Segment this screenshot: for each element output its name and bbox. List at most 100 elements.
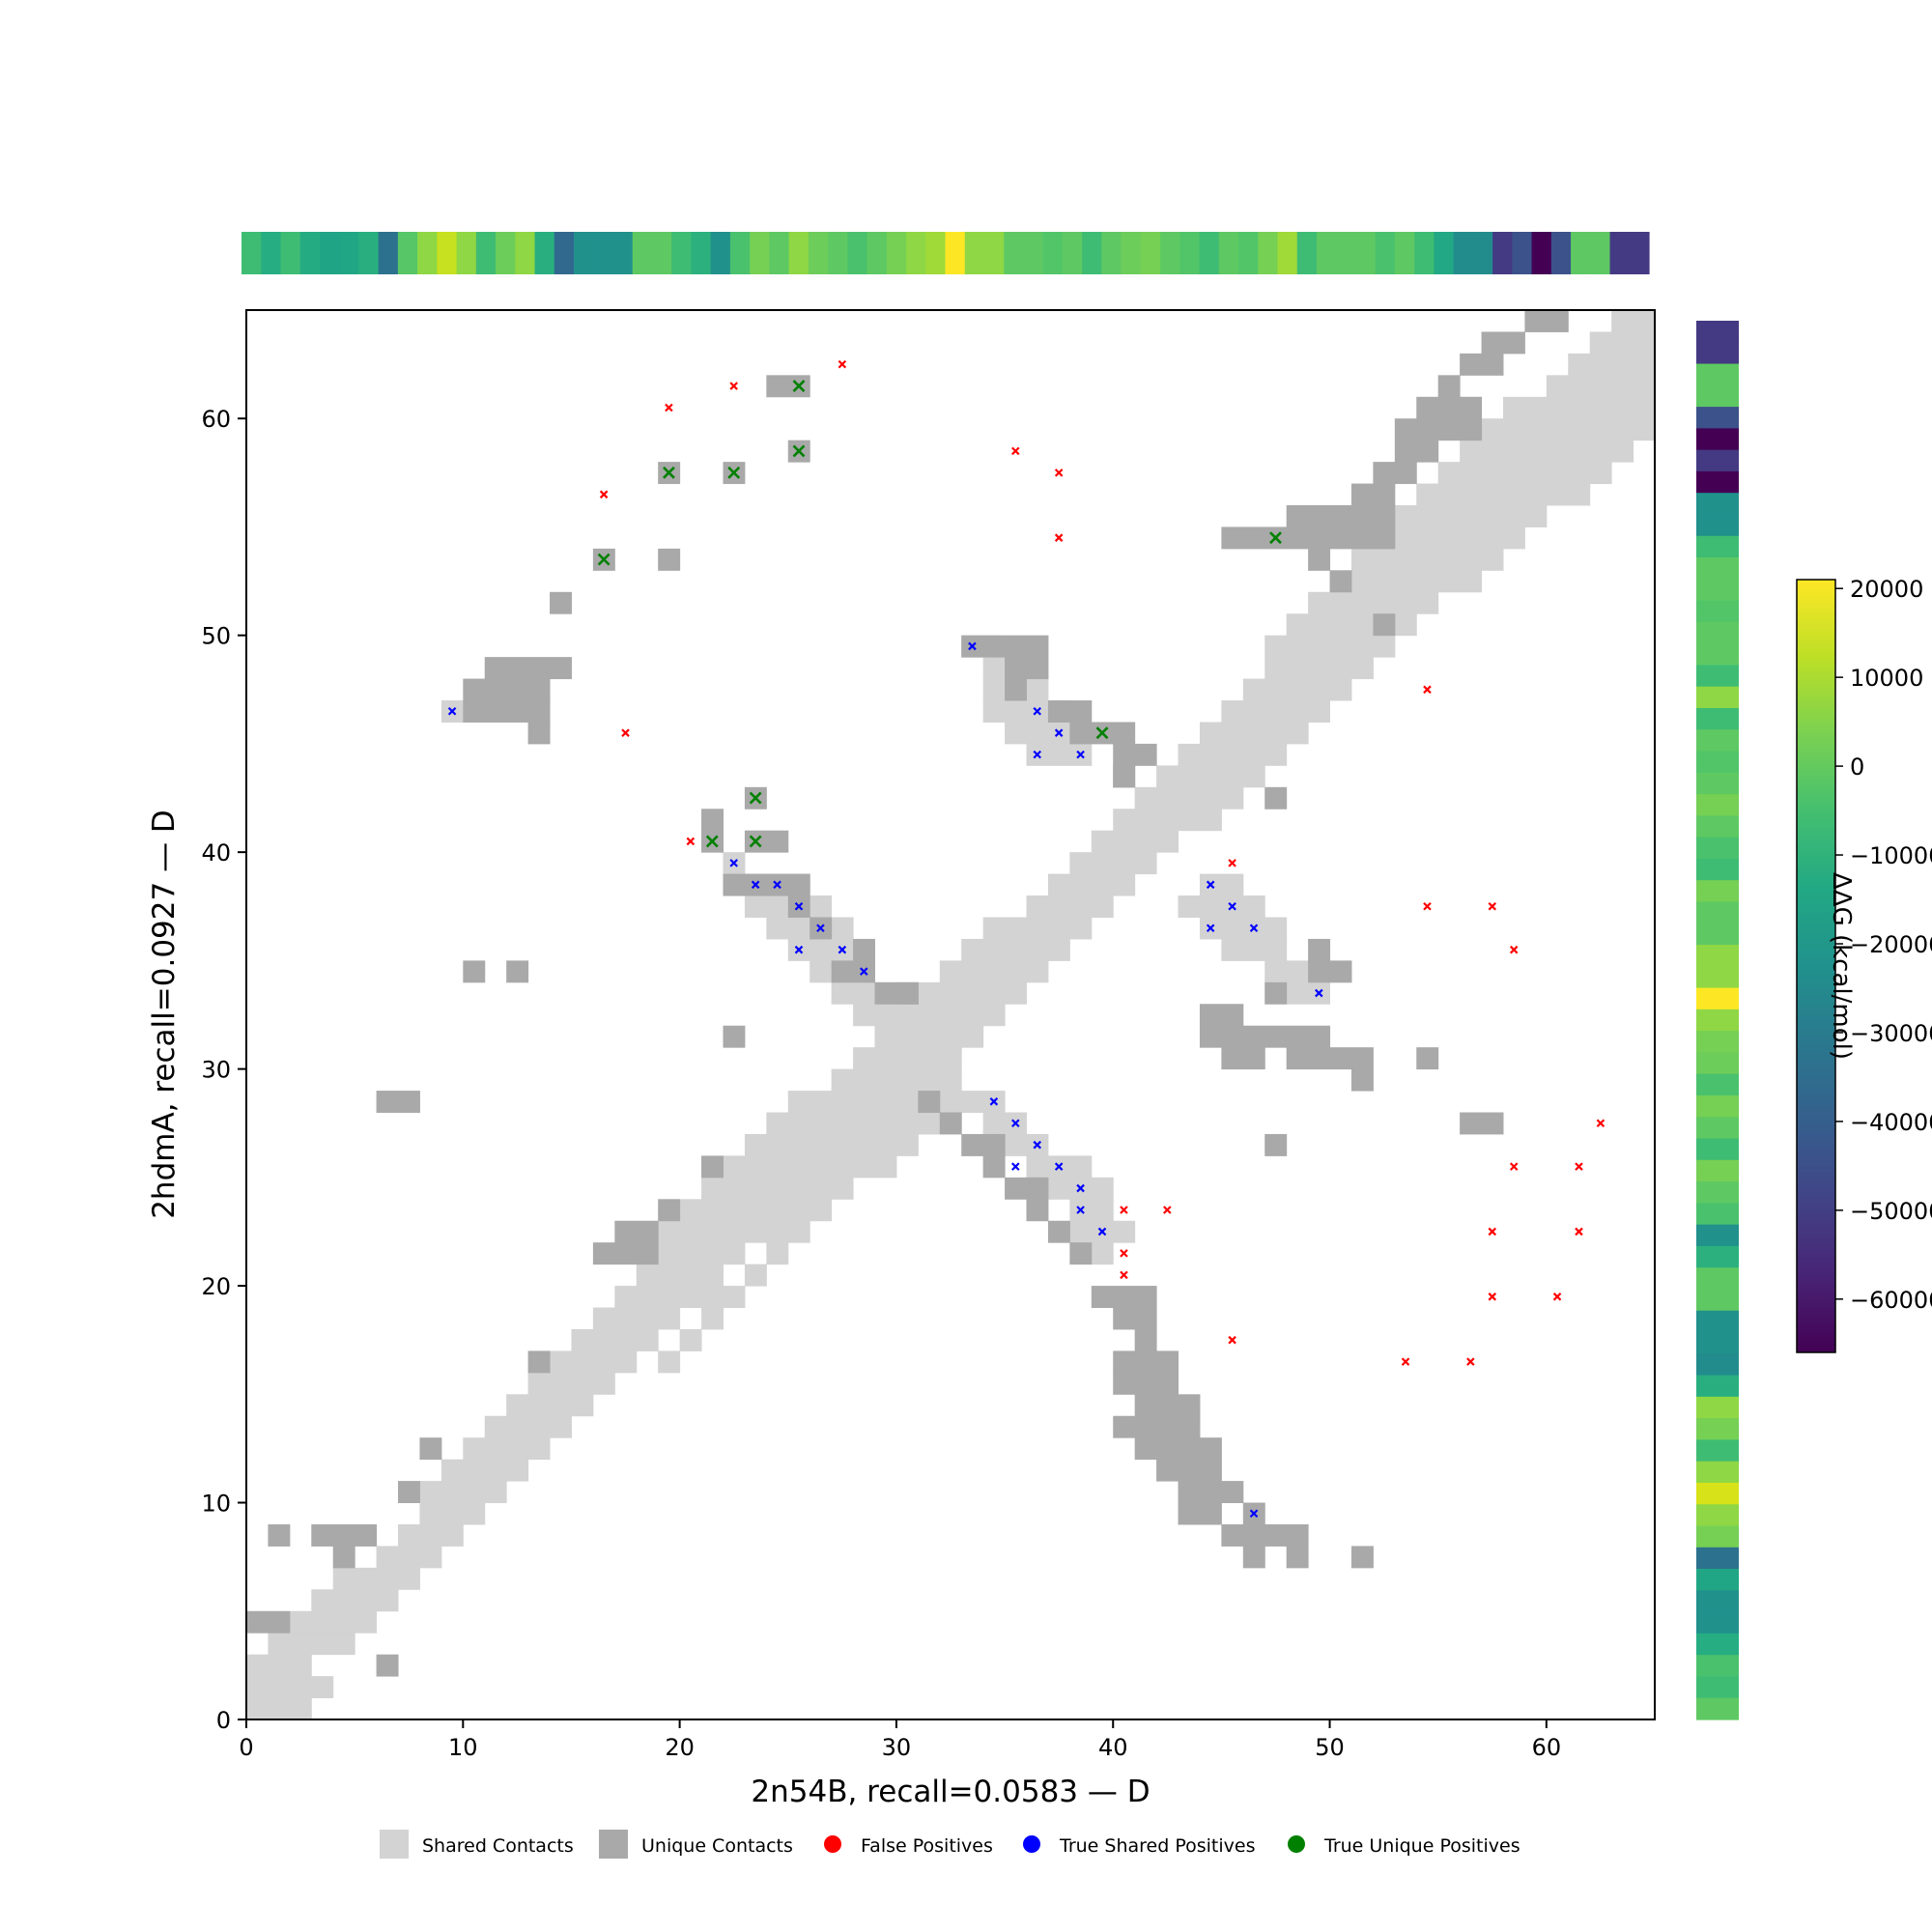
true-shared-positive-marker — [729, 859, 738, 867]
legend-true-unique-dot — [1288, 1835, 1305, 1853]
shared-contact-cell — [1178, 743, 1288, 766]
top-track-cell — [339, 232, 360, 274]
y-tick-label: 50 — [201, 623, 231, 650]
side-track-cell — [1696, 729, 1739, 753]
unique-contact-cell — [1437, 375, 1461, 398]
top-track-cell — [1062, 232, 1083, 274]
unique-contact-cell — [1416, 1047, 1439, 1070]
legend-true-shared-dot — [1023, 1835, 1040, 1853]
unique-contact-cell — [376, 1654, 399, 1677]
side-track-cell — [1696, 1267, 1739, 1291]
x-tick-label: 30 — [882, 1734, 912, 1761]
top-track-cell — [1218, 232, 1239, 274]
shared-contact-cell — [1611, 310, 1655, 332]
shared-contact-cell — [874, 1025, 897, 1048]
unique-contact-cell — [1199, 1004, 1244, 1027]
shared-contact-cell — [636, 1242, 746, 1265]
side-track-cell — [1696, 966, 1739, 989]
shared-contact-cell — [1329, 570, 1483, 593]
unique-contact-cell — [1350, 483, 1396, 506]
true-shared-positive-marker — [1033, 750, 1041, 759]
unique-contact-cell — [1460, 1112, 1504, 1135]
shared-contact-cell — [289, 1610, 378, 1634]
true-shared-positive-marker — [447, 706, 457, 716]
shared-contact-cell — [1460, 440, 1634, 463]
true-shared-positive-marker — [968, 641, 977, 651]
side-track-cell — [1696, 470, 1739, 494]
shared-contact-cell — [810, 1199, 833, 1222]
true-shared-positive-marker — [1206, 923, 1215, 932]
unique-contact-cell — [246, 1610, 291, 1634]
legend: Shared Contacts Unique Contacts False Po… — [380, 1830, 1520, 1859]
unique-contact-cell — [1373, 613, 1396, 637]
side-track-cell — [1696, 363, 1739, 386]
unique-contact-cell — [398, 1481, 420, 1504]
unique-contact-cell — [1350, 1068, 1374, 1092]
colorbar-tick-label: −20000 — [1850, 931, 1932, 958]
unique-contact-cell — [723, 873, 810, 896]
side-track-cell — [1696, 1353, 1739, 1377]
side-track-cell — [1696, 1224, 1739, 1247]
shared-contact-cell — [939, 1068, 962, 1092]
top-track-cell — [1199, 232, 1220, 274]
side-track-cell — [1696, 837, 1739, 860]
side-track-cell — [1696, 449, 1739, 472]
top-track-cell — [886, 232, 907, 274]
unique-contact-cell — [376, 1091, 420, 1113]
shared-contact-cell — [658, 1220, 789, 1243]
shared-contact-cell — [701, 1307, 724, 1330]
true-shared-positive-marker — [816, 923, 825, 932]
unique-contact-cell — [463, 678, 551, 701]
side-track-cell — [1696, 1073, 1739, 1096]
top-track-cell — [1316, 232, 1337, 274]
side-track-cell — [1696, 557, 1739, 580]
top-track-cell — [1629, 232, 1650, 274]
false-positive-marker — [1163, 1206, 1172, 1214]
top-track-cell — [788, 232, 810, 274]
unique-contact-cell — [1394, 418, 1483, 441]
side-track-cell — [1696, 643, 1739, 667]
true-shared-positive-marker — [1097, 1227, 1107, 1236]
unique-contact-cell — [1221, 1523, 1309, 1547]
top-track-cell — [1258, 232, 1279, 274]
side-track-cell — [1696, 751, 1739, 774]
shared-contact-cell — [440, 1459, 529, 1482]
legend-unique-label: Unique Contacts — [641, 1835, 793, 1857]
true-shared-positive-marker — [859, 967, 868, 976]
top-track-cell — [1609, 232, 1631, 274]
side-track-cell — [1696, 321, 1739, 343]
colorbar-tick-label: −60000 — [1850, 1287, 1932, 1314]
side-track-cell — [1696, 665, 1739, 688]
unique-contact-cell — [592, 1242, 659, 1265]
unique-contact-cell — [1264, 981, 1288, 1005]
unique-contact-cell — [658, 548, 681, 571]
top-track-cell — [1296, 232, 1318, 274]
unique-contact-cell — [614, 1220, 659, 1243]
colorbar: 20000 10000 0 −10000 −20000 −30000 −40000 −5000… — [1796, 576, 1932, 1353]
shared-contact-cell — [246, 1654, 312, 1677]
unique-contact-cell — [463, 960, 486, 983]
shared-contact-cell — [895, 1004, 1006, 1027]
unique-contact-cell — [1134, 1437, 1222, 1461]
shared-contact-cell — [874, 1133, 919, 1156]
top-track-cell — [574, 232, 594, 274]
top-track-cell — [319, 232, 340, 274]
shared-contact-cell — [1178, 895, 1265, 918]
top-track-cell — [671, 232, 693, 274]
side-ddg-track — [1696, 321, 1739, 1720]
colorbar-tick-label: −40000 — [1850, 1109, 1932, 1136]
colorbar-ticks: 20000 10000 0 −10000 −20000 −30000 −40000 −5000… — [1835, 576, 1932, 1314]
top-track-cell — [1277, 232, 1298, 274]
unique-contact-cell — [1264, 786, 1288, 810]
shared-contact-cell — [636, 1264, 724, 1287]
side-track-cell — [1696, 1031, 1739, 1054]
false-positive-marker — [729, 382, 738, 390]
side-track-cell — [1696, 1332, 1739, 1354]
legend-shared-swatch — [380, 1830, 409, 1859]
unique-contact-cell — [1026, 1199, 1049, 1222]
shared-contact-cell — [1069, 1199, 1114, 1222]
shared-contact-cell — [419, 1481, 507, 1504]
side-track-cell — [1696, 579, 1739, 602]
unique-contact-cell — [506, 960, 529, 983]
